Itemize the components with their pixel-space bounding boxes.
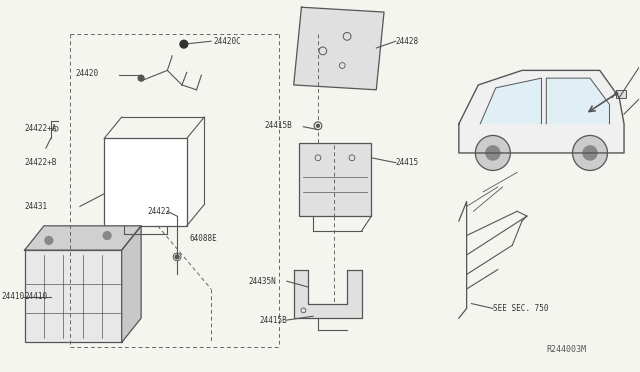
Text: R244003M: R244003M bbox=[547, 345, 586, 354]
Text: 64088E: 64088E bbox=[189, 234, 218, 243]
FancyBboxPatch shape bbox=[24, 250, 122, 343]
Text: 24422: 24422 bbox=[148, 207, 171, 216]
Circle shape bbox=[138, 75, 144, 81]
Text: 24435N: 24435N bbox=[248, 277, 276, 286]
Text: 24431: 24431 bbox=[24, 202, 47, 211]
Circle shape bbox=[103, 232, 111, 240]
Polygon shape bbox=[294, 7, 384, 90]
Circle shape bbox=[582, 145, 598, 161]
Circle shape bbox=[485, 145, 500, 161]
Circle shape bbox=[476, 135, 510, 170]
Circle shape bbox=[180, 40, 188, 48]
Text: 24415: 24415 bbox=[396, 158, 419, 167]
Polygon shape bbox=[459, 70, 624, 153]
Text: 24422+B: 24422+B bbox=[24, 158, 57, 167]
Text: SEE SEC. 750: SEE SEC. 750 bbox=[493, 304, 548, 313]
Text: 24422+A: 24422+A bbox=[24, 124, 57, 133]
Circle shape bbox=[615, 92, 618, 95]
Polygon shape bbox=[24, 226, 141, 250]
FancyBboxPatch shape bbox=[616, 90, 626, 97]
FancyBboxPatch shape bbox=[298, 143, 371, 216]
FancyBboxPatch shape bbox=[104, 138, 187, 226]
Circle shape bbox=[175, 255, 179, 259]
Polygon shape bbox=[294, 270, 362, 318]
Text: 24415B: 24415B bbox=[259, 315, 287, 325]
Polygon shape bbox=[480, 78, 541, 124]
Text: 24428: 24428 bbox=[396, 37, 419, 46]
Circle shape bbox=[317, 124, 319, 127]
Polygon shape bbox=[122, 226, 141, 343]
Text: 24410: 24410 bbox=[1, 292, 24, 301]
Text: 24420C: 24420C bbox=[213, 37, 241, 46]
Circle shape bbox=[45, 237, 52, 244]
Text: 24410: 24410 bbox=[24, 292, 47, 301]
Circle shape bbox=[573, 135, 607, 170]
Text: 24420: 24420 bbox=[75, 69, 98, 78]
Polygon shape bbox=[547, 78, 609, 124]
Text: 24415B: 24415B bbox=[264, 121, 292, 130]
